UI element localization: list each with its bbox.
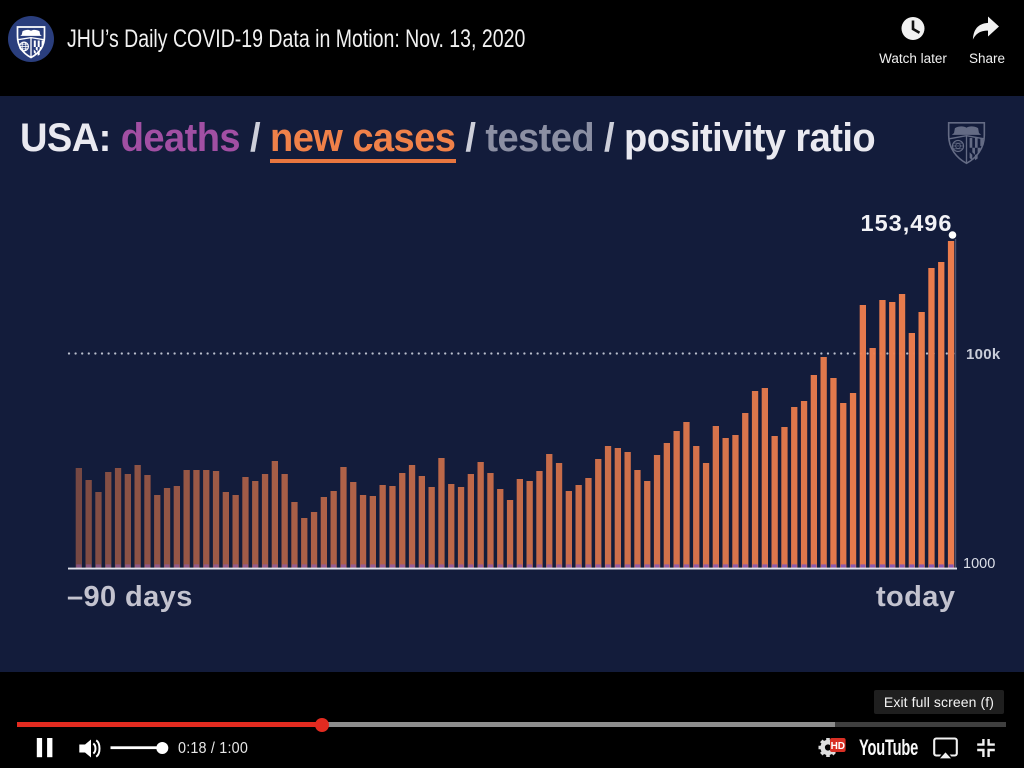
- svg-text:HD: HD: [831, 741, 845, 752]
